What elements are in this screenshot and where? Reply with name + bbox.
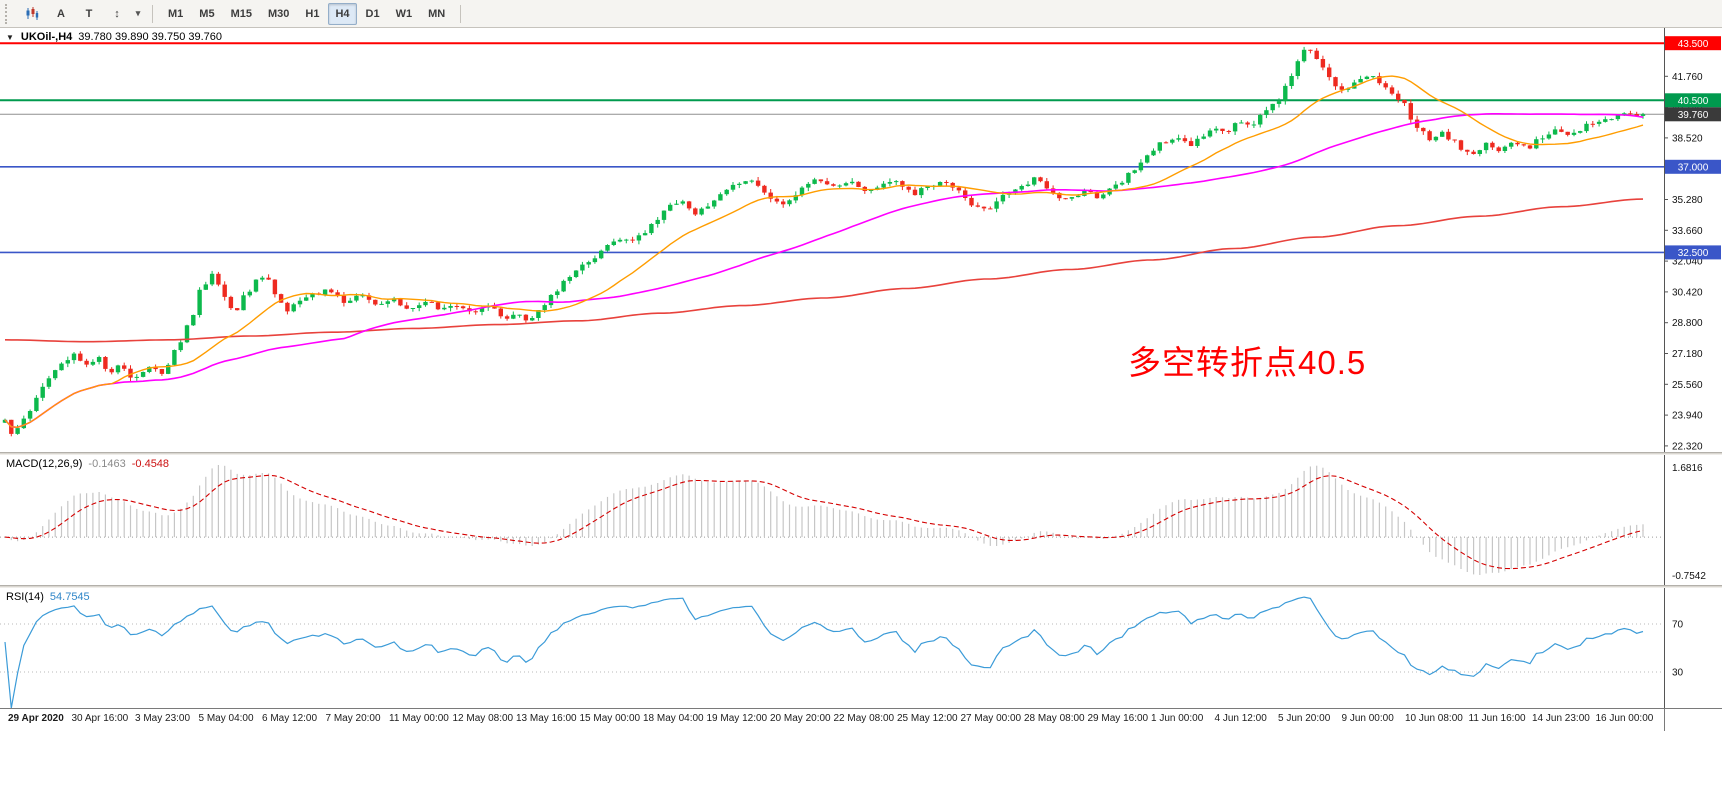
panel-divider[interactable]	[0, 452, 1722, 455]
time-axis-label: 1 Jun 00:00	[1151, 713, 1204, 724]
ohlc-values: 39.780 39.890 39.750 39.760	[78, 31, 223, 43]
svg-text:30: 30	[1672, 668, 1684, 679]
svg-text:25.560: 25.560	[1672, 380, 1703, 391]
time-axis-label: 22 May 08:00	[833, 713, 895, 724]
time-axis-label: 3 May 23:00	[135, 713, 191, 724]
time-axis-label: 29 Apr 2020	[8, 713, 64, 724]
svg-text:43.500: 43.500	[1678, 39, 1709, 50]
macd-main-value: -0.1463	[88, 458, 126, 470]
timeframe-group: M1 M5 M15 M30 H1 H4 D1 W1 MN	[161, 2, 452, 25]
toolbar-grip[interactable]	[5, 3, 11, 24]
time-axis-label: 5 Jun 20:00	[1278, 713, 1331, 724]
macd-signal-value: -0.4548	[131, 458, 170, 470]
time-axis-label: 13 May 16:00	[516, 713, 577, 724]
price-chart-canvas[interactable]: 41.76040.14038.52036.90035.28033.66032.0…	[0, 28, 1722, 452]
time-axis-label: 6 May 12:00	[262, 713, 318, 724]
svg-text:40.500: 40.500	[1678, 96, 1709, 107]
time-axis-label: 30 Apr 16:00	[71, 713, 129, 724]
rsi-chart-canvas[interactable]: 70 30	[0, 588, 1722, 708]
moving-averages-layer	[4, 75, 1644, 429]
time-axis-label: 14 Jun 23:00	[1532, 713, 1590, 724]
svg-text:1.6816: 1.6816	[1672, 463, 1703, 474]
symbol-collapse-icon[interactable]: ▼	[6, 32, 14, 42]
rsi-title: RSI(14) 54.7545	[6, 591, 90, 603]
svg-text:-0.7542: -0.7542	[1672, 571, 1706, 582]
svg-text:32.040: 32.040	[1672, 257, 1703, 268]
timeframe-button-m1[interactable]: M1	[168, 7, 184, 20]
price-axis: 41.76040.14038.52036.90035.28033.66032.0…	[1664, 28, 1721, 452]
time-axis-label: 27 May 00:00	[960, 713, 1022, 724]
time-axis-label: 12 May 08:00	[452, 713, 514, 724]
rsi-label: RSI(14)	[6, 591, 44, 603]
macd-panel: 1.6816 -0.7542 MACD(12,26,9) -0.1463 -0.4…	[0, 455, 1722, 585]
rsi-levels	[0, 623, 1664, 673]
candlestick-chart-icon[interactable]	[18, 3, 46, 25]
macd-histogram	[10, 465, 1644, 575]
svg-text:37.000: 37.000	[1678, 162, 1709, 173]
timeframe-button-d1[interactable]: D1	[365, 7, 380, 20]
svg-text:35.280: 35.280	[1672, 195, 1703, 206]
svg-text:22.320: 22.320	[1672, 441, 1703, 452]
svg-text:32.500: 32.500	[1678, 248, 1709, 259]
axis-corner-divider	[1664, 709, 1665, 731]
time-axis-label: 4 Jun 12:00	[1214, 713, 1267, 724]
time-axis-label: 29 May 16:00	[1087, 713, 1149, 724]
svg-text:30.420: 30.420	[1672, 287, 1703, 298]
time-axis-label: 15 May 00:00	[579, 713, 641, 724]
time-axis-label: 5 May 04:00	[198, 713, 254, 724]
timeframe-button-m15[interactable]: M15	[230, 7, 252, 20]
toolbar: A T ↕ ▾ M1 M5 M15 M30 H1 H4 D1 W1 MN	[0, 0, 1722, 28]
arrows-tool-button[interactable]: ↕	[114, 7, 120, 20]
drawing-tools-group: A T ↕ ▾	[18, 3, 144, 25]
chart-title: ▼ UKOil-,H4 39.780 39.890 39.750 39.760	[6, 31, 222, 43]
time-axis-label: 16 Jun 00:00	[1595, 713, 1654, 724]
timeframe-button-h1[interactable]: H1	[305, 7, 320, 20]
macd-title: MACD(12,26,9) -0.1463 -0.4548	[6, 458, 169, 470]
time-axis-label: 25 May 12:00	[897, 713, 958, 724]
symbol-timeframe-label: UKOil-,H4	[20, 31, 73, 43]
chart-text-annotation: 多空转折点40.5	[1128, 344, 1367, 381]
timeframe-button-m30[interactable]: M30	[267, 7, 290, 20]
time-axis-label: 11 May 00:00	[389, 713, 449, 724]
bottom-whitespace	[0, 730, 1722, 798]
time-axis-label: 11 Jun 16:00	[1468, 713, 1526, 724]
text-tool-button[interactable]: A	[57, 7, 65, 20]
svg-text:28.800: 28.800	[1672, 318, 1703, 329]
svg-text:70: 70	[1672, 620, 1684, 631]
svg-text:27.180: 27.180	[1672, 349, 1703, 360]
text-label-tool-button[interactable]: T	[85, 7, 93, 20]
main-chart-panel: 41.76040.14038.52036.90035.28033.66032.0…	[0, 28, 1722, 452]
candles-layer	[2, 46, 1646, 437]
timeframe-button-mn[interactable]: MN	[428, 7, 446, 20]
toolbar-separator	[152, 4, 153, 23]
time-axis[interactable]: 29 Apr 2020 30 Apr 16:00 3 May 23:00 5 May …	[0, 708, 1722, 731]
time-axis-label: 28 May 08:00	[1024, 713, 1085, 724]
time-axis-label: 9 Jun 00:00	[1341, 713, 1394, 724]
time-axis-label: 10 Jun 08:00	[1405, 713, 1463, 724]
toolbar-separator	[460, 4, 462, 23]
svg-text:23.940: 23.940	[1672, 411, 1703, 422]
macd-label: MACD(12,26,9)	[6, 458, 83, 470]
macd-axis: 1.6816 -0.7542	[1664, 455, 1706, 585]
macd-chart-canvas[interactable]: 1.6816 -0.7542	[0, 455, 1722, 585]
time-axis-label: 18 May 04:00	[643, 713, 704, 724]
svg-text:38.520: 38.520	[1672, 133, 1703, 144]
svg-text:33.660: 33.660	[1672, 226, 1703, 237]
rsi-panel: 70 30 RSI(14) 54.7545	[0, 588, 1722, 708]
panel-divider[interactable]	[0, 585, 1722, 588]
time-axis-label: 19 May 12:00	[706, 713, 768, 724]
time-axis-label: 7 May 20:00	[325, 713, 381, 724]
svg-text:41.760: 41.760	[1672, 72, 1703, 83]
level-lines	[0, 42, 1664, 254]
arrows-dropdown-caret-icon[interactable]: ▾	[135, 8, 141, 18]
timeframe-button-h4[interactable]: H4	[328, 2, 357, 25]
timeframe-button-w1[interactable]: W1	[395, 7, 413, 20]
rsi-axis: 70 30	[1664, 588, 1684, 708]
rsi-value: 54.7545	[49, 591, 90, 603]
svg-text:39.760: 39.760	[1678, 110, 1709, 121]
timeframe-button-m5[interactable]: M5	[199, 7, 215, 20]
time-axis-label: 20 May 20:00	[770, 713, 831, 724]
